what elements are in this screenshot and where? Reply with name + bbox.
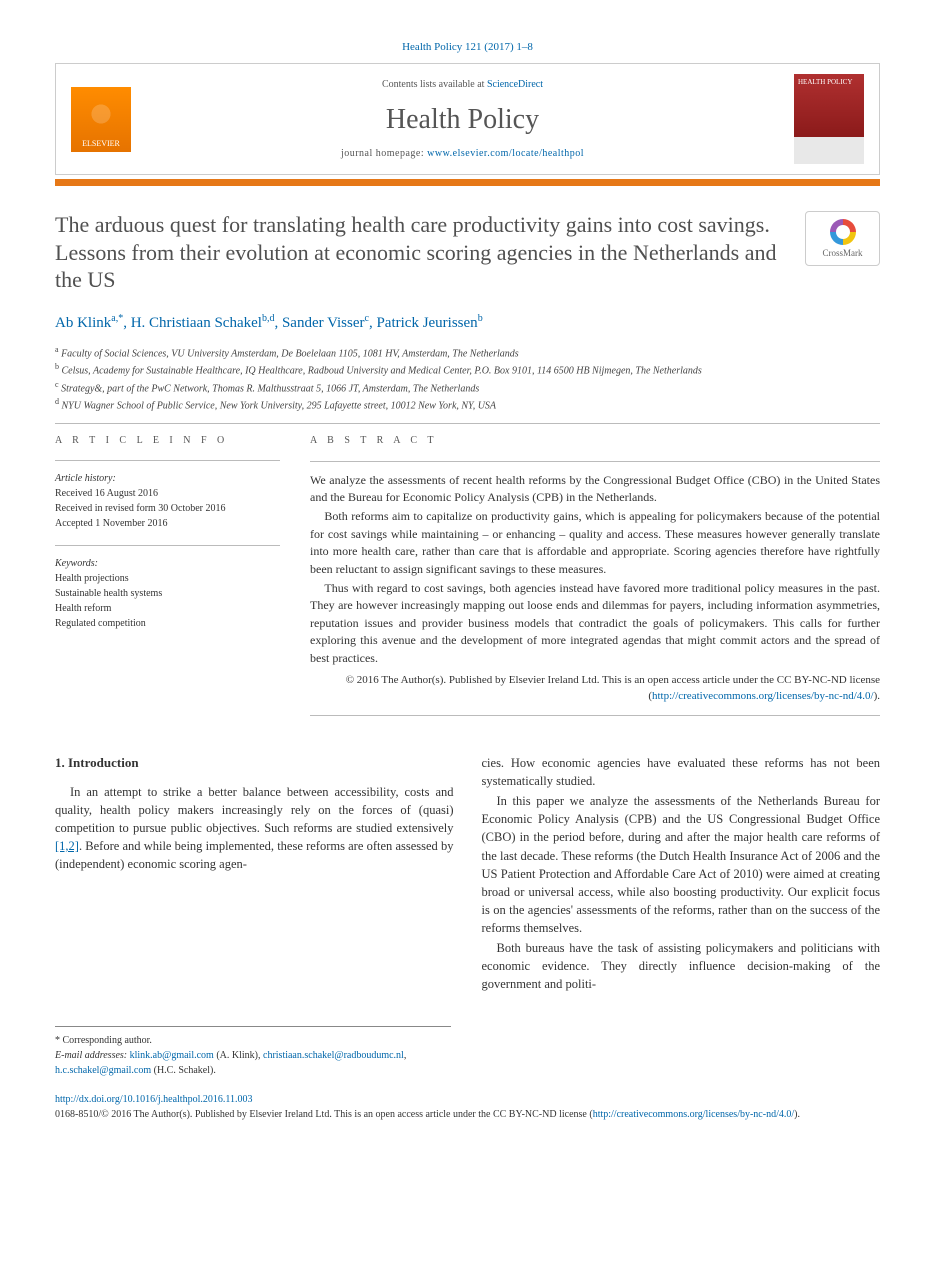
author-2[interactable]: Sander Visserc (282, 315, 369, 331)
license-link[interactable]: http://creativecommons.org/licenses/by-n… (652, 690, 874, 702)
info-divider-2 (55, 545, 280, 546)
affiliation-a: a Faculty of Social Sciences, VU Univers… (55, 344, 880, 361)
abstract-panel: a b s t r a c t We analyze the assessmen… (310, 434, 880, 726)
cover-title: HEALTH POLICY (798, 78, 852, 86)
contents-available-line: Contents lists available at ScienceDirec… (146, 78, 779, 92)
keyword-2: Health reform (55, 601, 280, 616)
homepage-link[interactable]: www.elsevier.com/locate/healthpol (427, 148, 584, 159)
accent-bar (55, 179, 880, 186)
email-who-1: , (404, 1050, 407, 1061)
section-title: Introduction (68, 755, 139, 770)
abstract-para-0: We analyze the assessments of recent hea… (310, 472, 880, 507)
issn-copyright-line: 0168-8510/© 2016 The Author(s). Publishe… (55, 1107, 880, 1122)
body-para-0: In an attempt to strike a better balance… (55, 783, 454, 874)
email-1[interactable]: christiaan.schakel@radboudumc.nl (263, 1050, 404, 1061)
abstract-divider (310, 461, 880, 462)
info-divider-1 (55, 460, 280, 461)
email-who-0: (A. Klink), (216, 1050, 260, 1061)
contents-prefix: Contents lists available at (382, 79, 487, 90)
doi-link[interactable]: http://dx.doi.org/10.1016/j.healthpol.20… (55, 1094, 253, 1105)
authors-line: Ab Klinka,*, H. Christiaan Schakelb,d, S… (55, 312, 880, 334)
section-num: 1. (55, 755, 65, 770)
ref-link-1-2[interactable]: [1,2] (55, 839, 79, 853)
header-citation: Health Policy 121 (2017) 1–8 (55, 40, 880, 55)
doi-block: http://dx.doi.org/10.1016/j.healthpol.20… (55, 1092, 880, 1122)
abstract-divider-bottom (310, 715, 880, 716)
header-center: Contents lists available at ScienceDirec… (146, 78, 779, 161)
copyright-close: ). (874, 690, 880, 702)
article-history-block: Article history: Received 16 August 2016… (55, 471, 280, 531)
crossmark-badge[interactable]: CrossMark (805, 211, 880, 266)
article-info-heading: a r t i c l e i n f o (55, 434, 280, 448)
footer-license-link[interactable]: http://creativecommons.org/licenses/by-n… (593, 1109, 794, 1120)
corresponding-author-note: * Corresponding author. (55, 1033, 451, 1048)
crossmark-icon (830, 219, 856, 245)
email-label: E-mail addresses: (55, 1050, 127, 1061)
affiliation-b: b Celsus, Academy for Sustainable Health… (55, 361, 880, 378)
title-row: The arduous quest for translating health… (55, 211, 880, 294)
page-container: Health Policy 121 (2017) 1–8 ELSEVIER Co… (0, 0, 935, 1152)
history-2: Accepted 1 November 2016 (55, 516, 280, 531)
article-title: The arduous quest for translating health… (55, 211, 785, 294)
keyword-0: Health projections (55, 571, 280, 586)
journal-header-box: ELSEVIER Contents lists available at Sci… (55, 63, 880, 175)
crossmark-label: CrossMark (823, 247, 863, 260)
keywords-label: Keywords: (55, 556, 280, 571)
author-1[interactable]: H. Christiaan Schakelb,d (131, 315, 275, 331)
history-label: Article history: (55, 471, 280, 486)
history-0: Received 16 August 2016 (55, 486, 280, 501)
info-abstract-row: a r t i c l e i n f o Article history: R… (55, 434, 880, 726)
affiliations: a Faculty of Social Sciences, VU Univers… (55, 344, 880, 413)
homepage-prefix: journal homepage: (341, 148, 427, 159)
history-1: Received in revised form 30 October 2016 (55, 501, 280, 516)
email-addresses-line: E-mail addresses: klink.ab@gmail.com (A.… (55, 1048, 451, 1078)
body-para-3: Both bureaus have the task of assisting … (482, 939, 881, 993)
affiliation-d: d NYU Wagner School of Public Service, N… (55, 396, 880, 413)
affiliation-c: c Strategy&, part of the PwC Network, Th… (55, 379, 880, 396)
journal-cover-thumbnail[interactable]: HEALTH POLICY (794, 74, 864, 164)
keyword-1: Sustainable health systems (55, 586, 280, 601)
article-info-panel: a r t i c l e i n f o Article history: R… (55, 434, 280, 726)
email-0[interactable]: klink.ab@gmail.com (130, 1050, 214, 1061)
footnotes: * Corresponding author. E-mail addresses… (55, 1026, 451, 1078)
author-0[interactable]: Ab Klinka,* (55, 315, 123, 331)
elsevier-label: ELSEVIER (82, 138, 120, 149)
issn-text: 0168-8510/© 2016 The Author(s). Publishe… (55, 1109, 593, 1120)
abstract-para-1: Both reforms aim to capitalize on produc… (310, 508, 880, 578)
abstract-copyright: © 2016 The Author(s). Published by Elsev… (310, 673, 880, 705)
section-1-heading: 1. Introduction (55, 754, 454, 773)
elsevier-logo[interactable]: ELSEVIER (71, 87, 131, 152)
abstract-heading: a b s t r a c t (310, 434, 880, 449)
journal-homepage-line: journal homepage: www.elsevier.com/locat… (146, 147, 779, 161)
elsevier-tree-icon (81, 98, 121, 138)
author-3[interactable]: Patrick Jeurissenb (376, 315, 482, 331)
sciencedirect-link[interactable]: ScienceDirect (487, 79, 543, 90)
divider-top (55, 423, 880, 424)
keyword-3: Regulated competition (55, 616, 280, 631)
body-para-1: cies. How economic agencies have evaluat… (482, 754, 881, 790)
keywords-block: Keywords: Health projections Sustainable… (55, 556, 280, 631)
body-text-columns: 1. Introduction In an attempt to strike … (55, 754, 880, 996)
journal-name: Health Policy (146, 100, 779, 139)
issn-close: ). (794, 1109, 800, 1120)
email-who-2: (H.C. Schakel). (154, 1065, 216, 1076)
email-2[interactable]: h.c.schakel@gmail.com (55, 1065, 151, 1076)
body-para-2: In this paper we analyze the assessments… (482, 792, 881, 937)
abstract-para-2: Thus with regard to cost savings, both a… (310, 580, 880, 667)
